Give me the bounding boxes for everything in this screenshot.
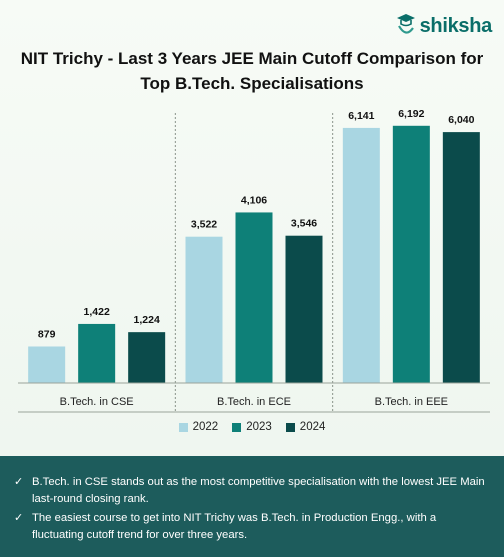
bar-2023-2 (392, 125, 430, 383)
check-icon: ✓ (14, 476, 24, 488)
legend-label: 2024 (299, 421, 326, 433)
legend-swatch (178, 422, 188, 432)
legend-swatch (232, 422, 242, 432)
bar-2022-0 (28, 346, 66, 383)
category-label: B.Tech. in ECE (217, 396, 291, 408)
category-label: B.Tech. in CSE (60, 396, 134, 408)
bars-group (28, 125, 480, 383)
notes-panel: ✓ B.Tech. in CSE stands out as the most … (0, 456, 504, 557)
legend-item: 2023 (232, 421, 272, 433)
data-label: 3,546 (291, 218, 317, 230)
legend-item: 2024 (285, 421, 326, 433)
bar-2023-1 (235, 212, 273, 383)
bar-2024-1 (285, 235, 323, 383)
shiksha-logo-icon (396, 14, 415, 34)
data-label: 4,106 (241, 194, 267, 206)
data-label: 1,224 (134, 314, 160, 326)
check-icon: ✓ (14, 512, 24, 524)
data-label: 6,040 (448, 114, 474, 126)
bar-chart: 879 1,422 1,224 3,522 4,106 3,546 6,141 6,192 6,… (18, 108, 490, 413)
data-label: 1,422 (84, 306, 110, 318)
note-item: ✓ B.Tech. in CSE stands out as the most … (14, 474, 490, 508)
shiksha-logo: shiksha (395, 10, 492, 42)
brand-name: shiksha (419, 14, 493, 37)
bar-2022-1 (185, 236, 223, 383)
legend-item: 2022 (178, 421, 219, 433)
data-label: 3,522 (191, 219, 217, 231)
legend: 2022 2023 2024 (0, 421, 504, 433)
data-label: 6,141 (348, 110, 374, 122)
legend-swatch (285, 422, 295, 432)
bar-2022-2 (342, 127, 380, 383)
category-label: B.Tech. in EEE (375, 396, 448, 408)
data-label: 879 (38, 328, 56, 340)
category-dividers (174, 113, 334, 412)
note-item: ✓ The easiest course to get into NIT Tri… (14, 510, 490, 544)
note-text: B.Tech. in CSE stands out as the most co… (32, 476, 485, 505)
category-labels-group: B.Tech. in CSE B.Tech. in ECE B.Tech. in E… (60, 396, 448, 408)
data-labels-group: 879 1,422 1,224 3,522 4,106 3,546 6,141 6,192 6,… (38, 108, 475, 341)
legend-label: 2023 (246, 421, 272, 433)
chart-title: NIT Trichy - Last 3 Years JEE Main Cutof… (20, 49, 484, 93)
note-text: The easiest course to get into NIT Trich… (32, 512, 437, 541)
bar-2024-2 (442, 132, 480, 383)
bar-2024-0 (128, 332, 166, 383)
data-label: 6,192 (398, 108, 424, 120)
legend-label: 2022 (192, 421, 219, 433)
bar-2023-0 (78, 323, 116, 383)
